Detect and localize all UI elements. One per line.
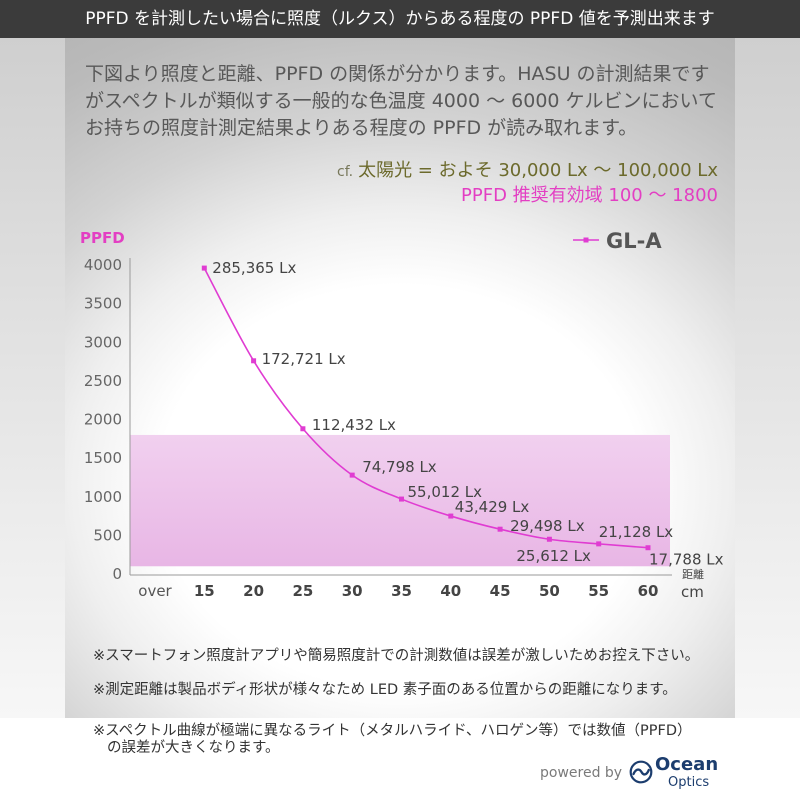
x-tick-label-35: 35 (391, 582, 412, 600)
y-tick-label-1500: 1500 (84, 449, 122, 467)
recommended-ppfd-range: PPFD 推奨有効域 100 ～ 1800 (461, 185, 718, 206)
note-spectrum-difference-continued: の誤差が大きくなります。 (107, 740, 280, 756)
intro-line-1: 下図より照度と距離、PPFD の関係が分かります。HASU の計測結果です (85, 63, 710, 85)
x-tick-label-15: 15 (194, 582, 215, 600)
data-point-55cm (596, 541, 602, 547)
x-tick-label-45: 45 (490, 582, 511, 600)
data-label-15cm: 285,365 Lx (212, 259, 296, 277)
intro-line-3: お持ちの照度計測定結果よりある程度の PPFD が読み取れます。 (85, 117, 638, 139)
intro-line-2: がスペクトルが類似する一般的な色温度 4000 ～ 6000 ケルビンにおいて (85, 90, 717, 112)
series-line (203, 267, 649, 549)
sunlight-reference: cf. 太陽光 = およそ 30,000 Lx ～ 100,000 Lx (337, 160, 718, 183)
powered-by-text: powered by (540, 765, 623, 781)
legend-label-gl-a: GL-A (606, 229, 662, 253)
y-tick-label-500: 500 (93, 526, 122, 544)
data-point-40cm (448, 513, 454, 519)
data-label-25cm: 112,432 Lx (312, 416, 396, 434)
x-tick-label-60: 60 (638, 582, 659, 600)
data-label-60cm: 17,788 Lx (649, 551, 724, 569)
x-tick-label-40: 40 (440, 582, 461, 600)
data-label-30cm: 74,798 Lx (362, 458, 437, 476)
data-label-40cm: 43,429 Lx (455, 498, 530, 516)
y-axis-title: PPFD (80, 229, 125, 247)
x-tick-labels: over 15 20 25 30 35 40 45 50 55 60 (138, 582, 658, 600)
cf-label: cf. (337, 164, 354, 180)
data-label-50cm: 25,612 Lx (516, 547, 591, 565)
y-tick-label-2000: 2000 (84, 411, 122, 429)
x-tick-label-over: over (138, 582, 172, 600)
data-point-25cm (300, 426, 306, 432)
page-header: PPFD を計測したい場合に照度（ルクス）からある程度の PPFD 値を予測出来… (0, 0, 800, 38)
note-spectrum-difference: ※スペクトル曲線が極端に異なるライト（メタルハライド、ハロゲン等）では数値（PP… (93, 723, 692, 739)
data-point-30cm (349, 472, 355, 478)
data-label-45cm: 29,498 Lx (510, 517, 585, 535)
x-tick-label-30: 30 (342, 582, 363, 600)
y-tick-label-4000: 4000 (84, 256, 122, 274)
ocean-optics-swirl-icon (629, 760, 653, 784)
x-axis-title: 距離 (682, 567, 704, 581)
ppfd-distance-line-chart: PPFD GL-A 距離 cm 0 500 1000 1500 2000 2500 3000… (80, 229, 724, 601)
intro-text: 下図より照度と距離、PPFD の関係が分かります。HASU の計測結果です がス… (85, 61, 717, 142)
x-tick-label-20: 20 (243, 582, 264, 600)
x-axis-unit: cm (681, 583, 704, 601)
y-tick-labels: 0 500 1000 1500 2000 2500 3000 3500 4000 (84, 256, 122, 583)
y-tick-label-2500: 2500 (84, 372, 122, 390)
logo-ring (629, 760, 653, 784)
y-tick-label-0: 0 (112, 565, 122, 583)
data-label-20cm: 172,721 Lx (262, 350, 346, 368)
content-panel (65, 38, 735, 718)
data-label-35cm: 55,012 Lx (408, 483, 483, 501)
data-point-20cm (251, 358, 257, 364)
data-point-45cm (497, 526, 503, 532)
x-tick-label-25: 25 (292, 582, 313, 600)
header-title: PPFD を計測したい場合に照度（ルクス）からある程度の PPFD 値を予測出来… (85, 9, 715, 29)
logo-text-optics: Optics (668, 775, 710, 790)
note-smartphone-meter: ※スマートフォン照度計アプリや簡易照度計での計測数値は誤差が激しいためお控え下さ… (93, 648, 700, 664)
logo-text-ocean: Ocean (655, 754, 719, 775)
note-measurement-distance: ※測定距離は製品ボディ形状が様々なため LED 素子面のある位置からの距離になり… (93, 682, 677, 698)
chart-legend: GL-A (573, 229, 662, 253)
legend-marker-swatch (583, 237, 589, 243)
x-tick-label-55: 55 (588, 582, 609, 600)
data-point-60cm (645, 545, 651, 551)
data-label-55cm: 21,128 Lx (599, 523, 674, 541)
sunlight-lux-range: 太陽光 = およそ 30,000 Lx ～ 100,000 Lx (358, 160, 718, 181)
data-point-35cm (399, 496, 404, 502)
y-tick-label-3000: 3000 (84, 333, 122, 351)
series-group-0: 285,365 Lx 172,721 Lx 112,432 Lx 74,798 Lx 5… (201, 259, 724, 569)
logo-wave (632, 768, 650, 776)
y-tick-label-3500: 3500 (84, 295, 122, 313)
data-point-50cm (546, 536, 552, 542)
data-point-15cm (201, 265, 207, 271)
x-tick-label-50: 50 (539, 582, 560, 600)
y-tick-label-1000: 1000 (84, 488, 122, 506)
